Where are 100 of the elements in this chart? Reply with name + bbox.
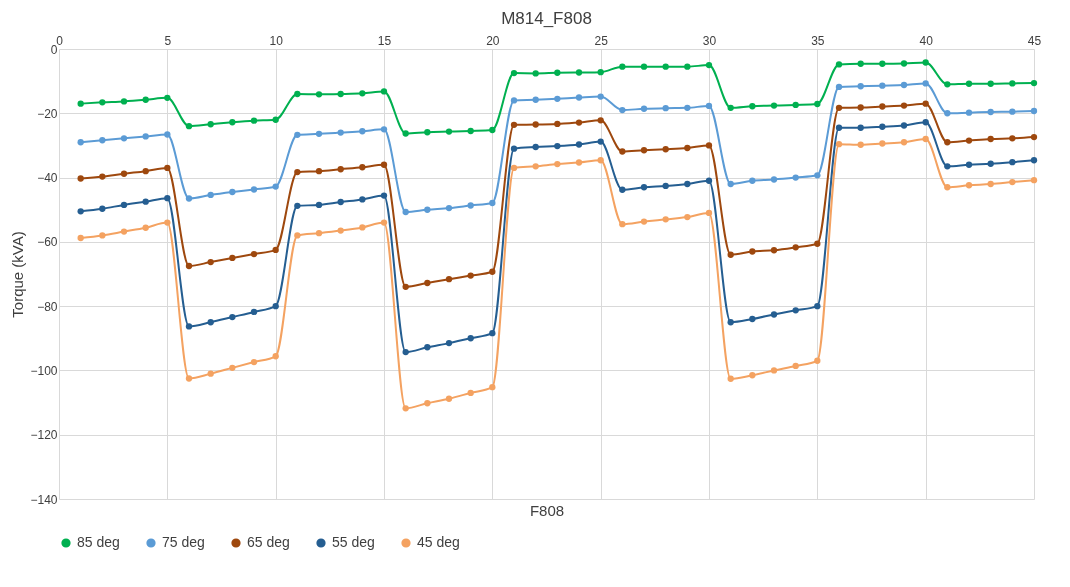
point	[402, 348, 409, 356]
point	[532, 121, 539, 128]
point	[229, 254, 236, 262]
point	[770, 102, 778, 109]
point	[207, 319, 214, 326]
legend-label: 55 deg	[332, 534, 375, 550]
point	[532, 143, 539, 151]
point	[879, 103, 886, 110]
x-tick-label: 5	[164, 33, 172, 48]
point	[164, 94, 171, 102]
point	[814, 302, 821, 310]
point	[835, 140, 843, 148]
x-tick-label: 30	[702, 33, 717, 48]
point	[835, 61, 843, 68]
point	[229, 364, 236, 372]
point	[424, 400, 431, 407]
point	[814, 172, 821, 179]
point	[575, 159, 583, 166]
point	[922, 100, 929, 107]
point	[272, 246, 279, 254]
point	[185, 262, 193, 270]
point	[640, 105, 648, 112]
x-tick-label: 35	[811, 33, 825, 48]
point	[380, 192, 388, 199]
point	[1009, 108, 1016, 115]
point	[77, 208, 84, 215]
y-tick-label: −100	[30, 363, 58, 378]
point	[770, 367, 778, 374]
point	[164, 219, 171, 226]
point	[467, 389, 474, 397]
point	[1030, 157, 1038, 164]
point	[619, 221, 626, 228]
point	[489, 383, 496, 391]
point	[965, 137, 973, 144]
point	[965, 109, 973, 116]
x-tick-label: 20	[486, 33, 500, 48]
point	[857, 141, 864, 148]
point	[857, 83, 864, 90]
point	[749, 248, 756, 255]
x-tick-label: 45	[1027, 33, 1042, 48]
point	[749, 177, 756, 184]
point	[900, 122, 908, 129]
y-tick-label: −140	[30, 492, 58, 507]
point	[380, 219, 388, 226]
point	[272, 353, 279, 360]
point	[554, 120, 561, 128]
point	[445, 204, 453, 212]
point	[554, 69, 561, 76]
point	[857, 104, 864, 111]
point	[99, 173, 106, 180]
point	[922, 59, 929, 66]
point	[229, 188, 236, 196]
point	[77, 234, 84, 242]
point	[294, 131, 301, 138]
point	[99, 232, 106, 239]
point	[554, 142, 561, 150]
point	[250, 358, 258, 366]
point	[705, 177, 713, 184]
point	[510, 121, 518, 129]
point	[185, 195, 193, 202]
point	[424, 206, 431, 213]
point	[359, 224, 366, 231]
point	[1009, 80, 1016, 87]
point	[900, 60, 908, 67]
point	[944, 139, 951, 146]
point	[727, 375, 734, 382]
point	[99, 205, 106, 212]
point	[987, 135, 994, 143]
point	[792, 362, 799, 370]
point	[337, 166, 344, 173]
point	[467, 335, 474, 342]
point	[315, 230, 323, 237]
point	[835, 104, 843, 111]
point	[229, 119, 236, 126]
point	[424, 279, 431, 287]
point	[185, 375, 193, 382]
point	[1009, 158, 1016, 166]
legend-label: 65 deg	[247, 534, 290, 550]
point	[120, 98, 128, 105]
point	[77, 100, 84, 107]
point	[900, 139, 908, 146]
point	[164, 131, 171, 138]
point	[900, 102, 908, 109]
point	[467, 202, 474, 209]
point	[250, 186, 258, 193]
point	[597, 157, 604, 164]
point	[510, 97, 518, 104]
point	[402, 208, 409, 216]
point	[120, 135, 128, 142]
y-tick-label: −80	[37, 299, 58, 314]
point	[99, 137, 106, 144]
point	[922, 119, 929, 126]
point	[445, 128, 453, 135]
point	[294, 168, 301, 176]
point	[944, 81, 951, 88]
point	[445, 395, 453, 402]
point	[77, 175, 84, 182]
point	[510, 69, 518, 77]
x-tick-label: 15	[377, 33, 392, 48]
x-tick-label: 10	[269, 33, 284, 48]
